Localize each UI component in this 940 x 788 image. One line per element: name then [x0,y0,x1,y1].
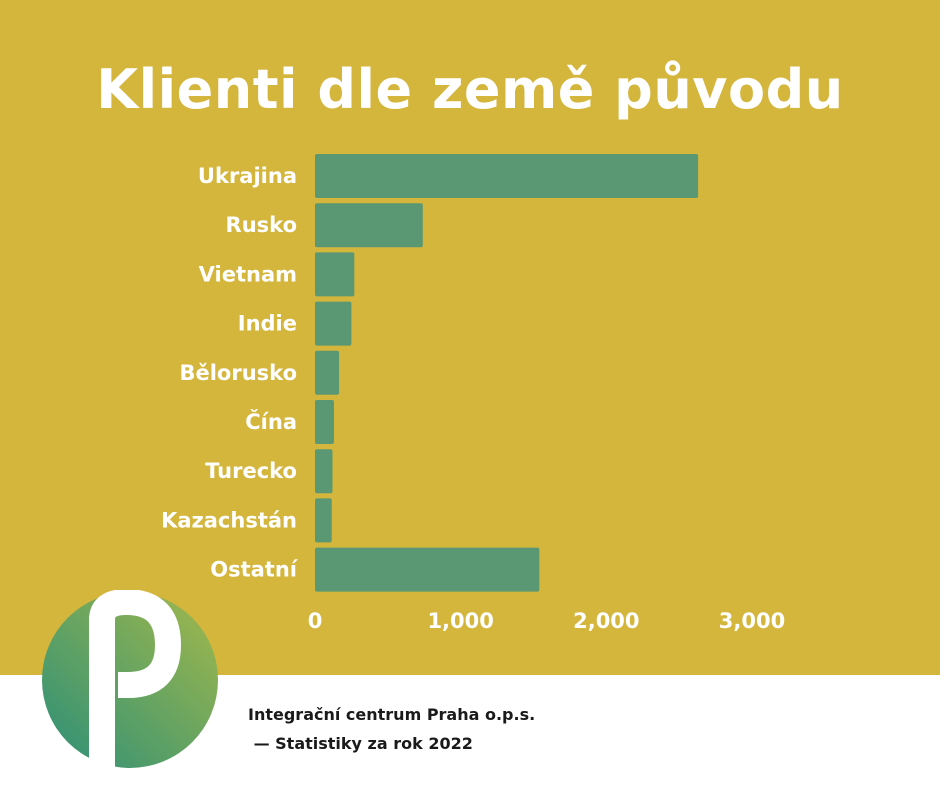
category-label: Rusko [226,213,297,237]
x-tick-label: 3,000 [719,609,785,633]
category-label: Bělorusko [179,361,297,385]
bar-8 [315,547,540,592]
category-label: Vietnam [199,262,297,286]
bar-7 [315,498,332,543]
x-tick-label: 2,000 [573,609,639,633]
bar-3 [315,301,352,346]
category-label: Turecko [205,459,297,483]
category-label: Indie [238,312,297,336]
category-label: Ostatní [210,558,299,582]
bar-2 [315,252,355,297]
bar-0 [315,154,699,198]
x-tick-label: 0 [308,609,323,633]
integracni-centrum-logo-icon [42,590,218,770]
bar-1 [315,203,423,248]
footer-organization: Integrační centrum Praha o.p.s. [248,705,536,724]
chart-title: Klienti dle země původu [96,58,844,121]
category-label: Čína [245,409,297,434]
footer-statistics-year: — Statistiky za rok 2022 [248,734,473,753]
category-label: Ukrajina [198,164,297,188]
bar-4 [315,350,340,395]
bar-chart: Ukrajina Rusko Vietnam Indie Bělorusko Čína Tu… [161,154,785,633]
category-label: Kazachstán [161,508,297,532]
x-tick-label: 1,000 [427,609,493,633]
bar-5 [315,400,334,444]
bar-6 [315,449,333,494]
footer: Integrační centrum Praha o.p.s. — Statis… [248,700,535,758]
